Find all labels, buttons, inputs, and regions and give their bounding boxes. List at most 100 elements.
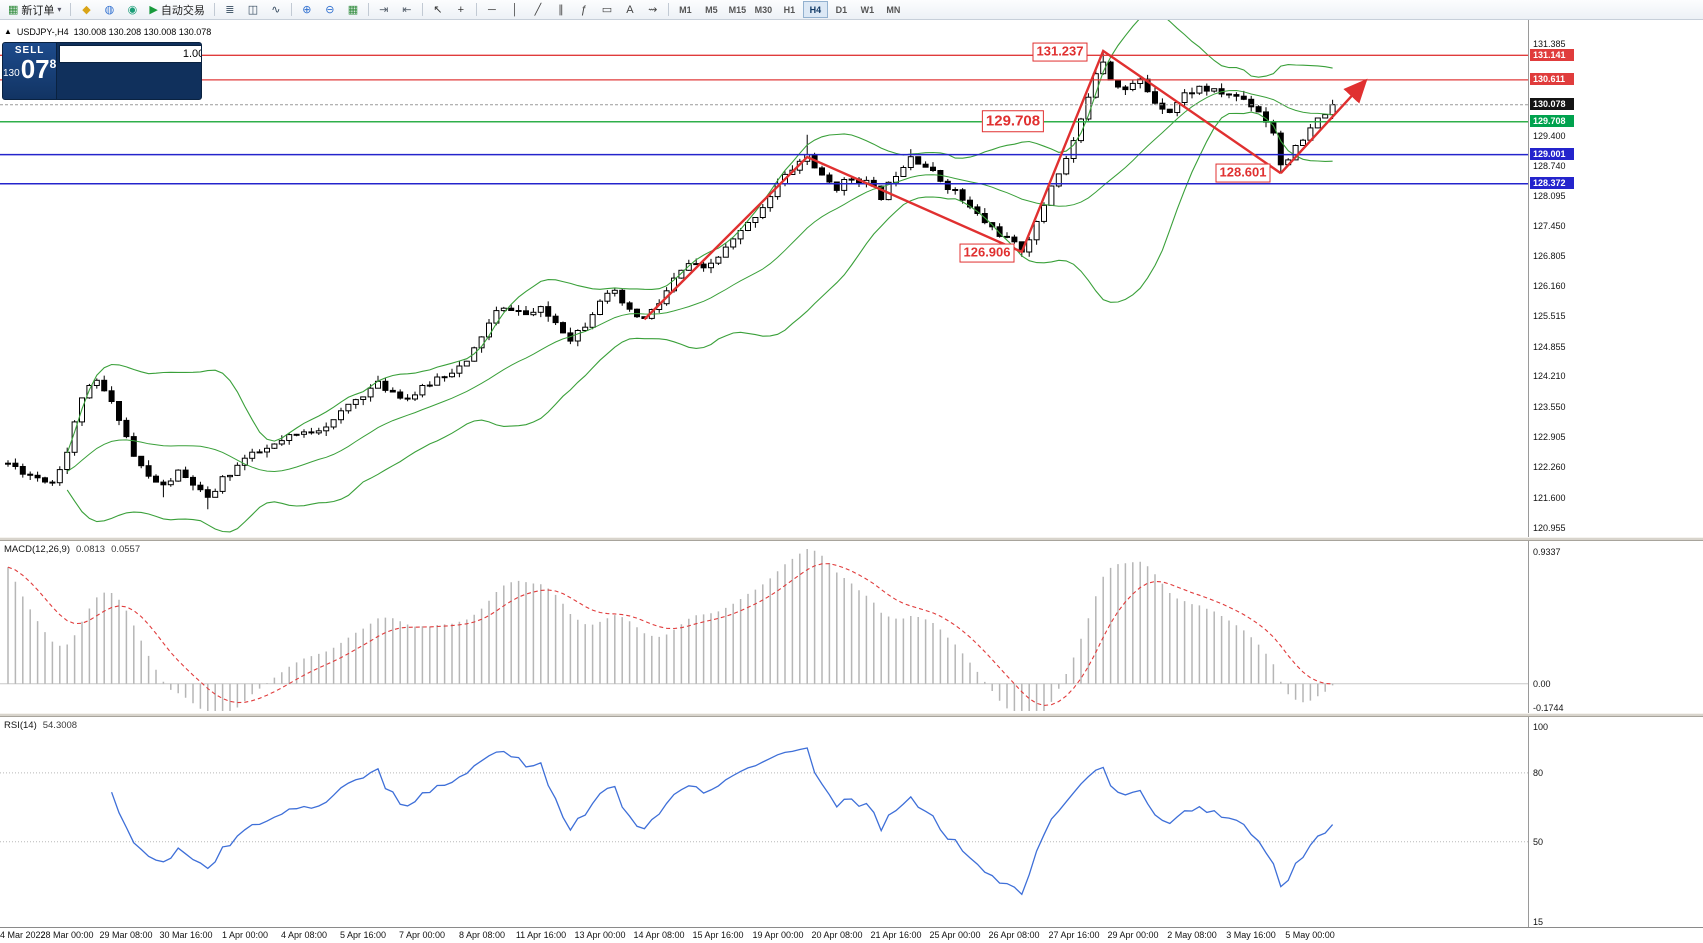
price-line-label[interactable]: 128.372 — [1530, 177, 1574, 189]
volume-section: ▴ ▾ — [57, 43, 201, 99]
time-axis-label: 20 Apr 08:00 — [811, 930, 863, 940]
price-line-label[interactable]: 130.611 — [1530, 73, 1574, 85]
rsi-label: RSI(14) — [4, 720, 37, 731]
symbol-period-label: USDJPY-,H4 — [16, 27, 69, 37]
time-axis[interactable]: 24 Mar 2022 28 Mar 00:00 29 Mar 08:00 30 Ma… — [0, 927, 1703, 943]
candlestick-chart-icon[interactable]: ◫ — [247, 3, 259, 16]
time-axis-label: 19 Apr 00:00 — [752, 930, 804, 940]
timeframe-m15[interactable]: M15 — [728, 4, 747, 15]
time-axis-label: 15 Apr 16:00 — [692, 930, 744, 940]
timeframe-m5[interactable]: M5 — [705, 4, 718, 15]
cursor-icon[interactable]: ↖ — [433, 3, 443, 16]
timeframe-h4[interactable]: H4 — [802, 1, 828, 18]
macd-axis-label: -0.1744 — [1533, 703, 1564, 713]
rsi-label-row: RSI(14) 54.3008 — [4, 720, 77, 731]
auto-scroll-icon[interactable]: ⇥ — [379, 3, 389, 16]
new-order-button-icon: ▦ — [8, 4, 19, 16]
sell-price-int: 130 — [3, 68, 20, 79]
time-axis-label: 30 Mar 16:00 — [159, 930, 213, 940]
tile-windows-icon[interactable]: ▦ — [347, 3, 359, 16]
zoom-in-icon[interactable]: ⊕ — [302, 3, 312, 16]
bollinger-middle-band — [66, 89, 1333, 473]
trend-zigzag-line — [643, 49, 1282, 321]
rsi-canvas[interactable] — [0, 717, 1703, 927]
bar-chart-icon[interactable]: ≣ — [225, 3, 235, 16]
price-annotation[interactable]: 129.708 — [981, 110, 1045, 132]
panel-resize-handle[interactable] — [0, 713, 1703, 717]
main-chart-canvas[interactable] — [0, 20, 1703, 537]
macd-panel: MACD(12,26,9) 0.0813 0.0557 0.9337 0.00 -0… — [0, 541, 1703, 713]
sell-button[interactable]: SELL 130 07 8 — [3, 43, 58, 99]
toolbar-separator — [70, 3, 72, 16]
favorites-icon[interactable]: ◆ — [82, 3, 91, 16]
panel-resize-handle[interactable] — [0, 537, 1703, 541]
toolbar-separator — [421, 3, 423, 16]
ohlc-values: 130.008 130.208 130.008 130.078 — [73, 27, 212, 37]
price-tick-label: 124.855 — [1533, 342, 1566, 352]
symbol-ohlc-line: ▲ USDJPY-,H4 130.008 130.208 130.008 130… — [4, 27, 211, 37]
time-axis-label: 21 Apr 16:00 — [870, 930, 922, 940]
timeframe-m1[interactable]: M1 — [679, 4, 692, 15]
price-line-label[interactable]: 130.078 — [1530, 98, 1574, 110]
macd-signal-line — [7, 563, 1333, 706]
main-chart-panel: 131.385 129.400 128.740 128.095 127.450 126.8… — [0, 20, 1703, 537]
price-tick-label: 120.955 — [1533, 523, 1566, 533]
rsi-axis-label: 15 — [1533, 917, 1544, 927]
data-window-icon[interactable]: ◉ — [127, 3, 138, 16]
macd-label: MACD(12,26,9) — [4, 544, 70, 555]
macd-axis-label: 0.00 — [1533, 679, 1551, 689]
price-tick-label: 131.385 — [1533, 39, 1566, 49]
time-axis-label: 1 Apr 00:00 — [221, 930, 269, 940]
timeframe-w1[interactable]: W1 — [860, 4, 875, 15]
timeframe-mn[interactable]: MN — [886, 4, 901, 15]
auto-trading-button[interactable]: ▶ 自动交易 — [144, 2, 209, 18]
collapse-panel-icon[interactable]: ▲ — [4, 27, 12, 36]
line-chart-icon[interactable]: ∿ — [271, 3, 281, 16]
toolbar-separator — [475, 3, 477, 16]
new-order-button[interactable]: ▦ 新订单 ▾ — [3, 2, 66, 18]
price-tick-label: 125.515 — [1533, 311, 1566, 321]
price-line-label[interactable]: 131.141 — [1530, 49, 1574, 61]
auto-trading-button-label: 自动交易 — [160, 4, 205, 17]
macd-label-row: MACD(12,26,9) 0.0813 0.0557 — [4, 544, 140, 555]
text-icon[interactable]: A — [626, 3, 634, 16]
rsi-axis-label: 50 — [1533, 837, 1544, 847]
rsi-axis-label: 100 — [1533, 722, 1549, 732]
fibonacci-icon[interactable]: ƒ — [580, 3, 587, 16]
new-order-button-dropdown-arrow[interactable]: ▾ — [57, 5, 62, 14]
volume-input[interactable] — [60, 46, 201, 62]
timeframe-h1[interactable]: H1 — [783, 4, 796, 15]
price-annotation[interactable]: 126.906 — [959, 243, 1015, 263]
price-annotation[interactable]: 131.237 — [1032, 42, 1088, 62]
price-annotation[interactable]: 128.601 — [1215, 163, 1271, 183]
toolbar-separator — [667, 3, 669, 16]
trendline-icon[interactable]: ╱ — [534, 3, 542, 16]
channel-icon[interactable]: ∥ — [558, 3, 564, 16]
bollinger-upper-band — [66, 20, 1333, 454]
price-tick-label: 128.095 — [1533, 191, 1566, 201]
price-line-label[interactable]: 129.708 — [1530, 115, 1574, 127]
zoom-out-icon[interactable]: ⊖ — [325, 3, 335, 16]
timeframe-d1[interactable]: D1 — [835, 4, 848, 15]
new-order-button-label: 新订单 — [21, 4, 55, 17]
price-tick-label: 121.600 — [1533, 493, 1566, 503]
rsi-axis-label: 80 — [1533, 768, 1544, 778]
time-axis-label: 11 Apr 16:00 — [515, 930, 567, 940]
toolbar: ▦ 新订单 ▾ ◆ ◍ ◉ ▶ 自动交易 ≣ ◫ ∿ ⊕ ⊖ ▦ ⇥ ⇤ ↖ + ─ │ ╱ ∥ ƒ ▭ A ⇝ M1 M5 M15 M3… — [0, 0, 1703, 20]
time-axis-label: 29 Mar 08:00 — [99, 930, 153, 940]
time-axis-label: 8 Apr 08:00 — [458, 930, 506, 940]
candlesticks — [5, 61, 1336, 498]
crosshair-icon[interactable]: + — [457, 3, 465, 16]
chart-shift-icon[interactable]: ⇤ — [402, 3, 412, 16]
vertical-line-icon[interactable]: │ — [511, 3, 519, 16]
timeframe-m30[interactable]: M30 — [754, 4, 773, 15]
price-line-label[interactable]: 129.001 — [1530, 148, 1574, 160]
horizontal-line-icon[interactable]: ─ — [487, 3, 496, 16]
market-watch-icon[interactable]: ◍ — [104, 3, 115, 16]
arrows-icon[interactable]: ⇝ — [648, 3, 658, 16]
time-axis-label: 4 Apr 08:00 — [280, 930, 328, 940]
price-tick-label: 127.450 — [1533, 221, 1566, 231]
shapes-icon[interactable]: ▭ — [601, 3, 613, 16]
macd-canvas[interactable] — [0, 541, 1703, 713]
sell-price-big: 07 — [20, 54, 50, 84]
